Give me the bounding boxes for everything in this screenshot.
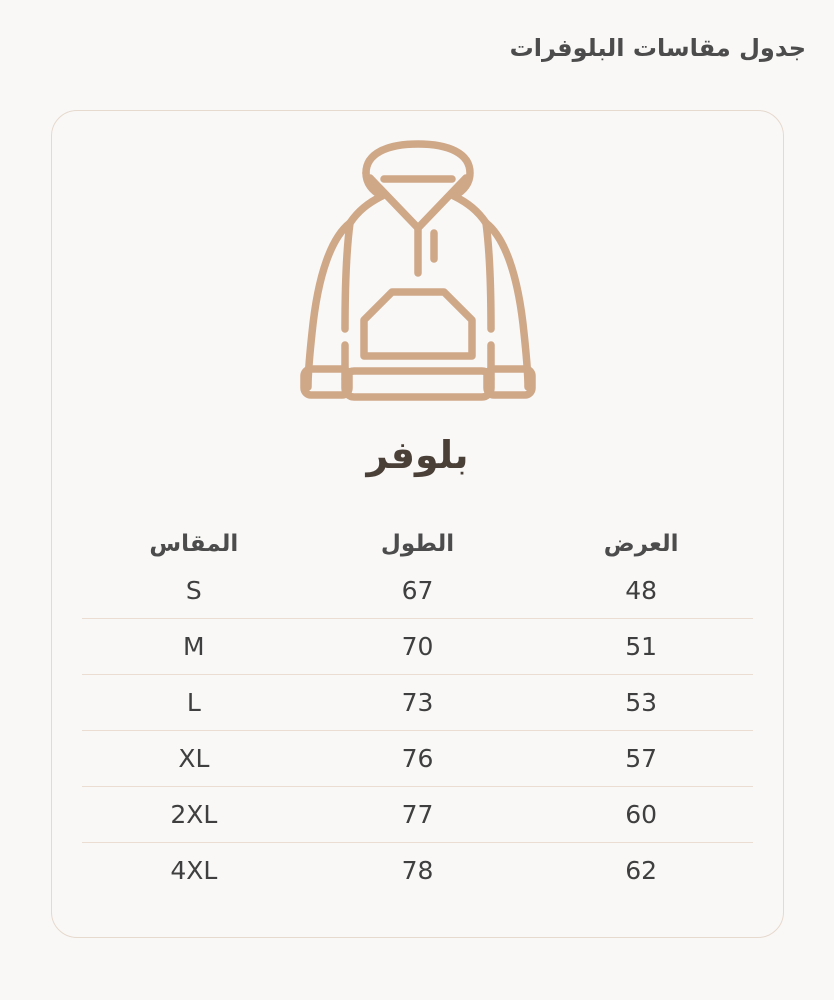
cell-size: 4XL xyxy=(82,841,306,898)
column-header-width: العرض xyxy=(603,531,679,557)
cell-width: 60 xyxy=(529,785,753,843)
product-name: بلوفر xyxy=(366,433,469,477)
table-row: 60 77 2XL xyxy=(82,785,753,843)
cell-width: 53 xyxy=(529,673,753,731)
cell-width: 62 xyxy=(529,841,753,898)
column-header-size: المقاس xyxy=(149,531,239,557)
cell-length: 78 xyxy=(305,841,530,898)
cell-length: 76 xyxy=(305,729,530,787)
size-table: العرض الطول المقاس 48 67 S 51 70 M xyxy=(82,531,753,898)
cell-size: XL xyxy=(82,729,306,787)
cell-width: 57 xyxy=(529,729,753,787)
cell-size: S xyxy=(185,575,202,605)
cell-length: 73 xyxy=(305,673,530,731)
column-header-length: الطول xyxy=(380,531,455,557)
page-title: جدول مقاسات البلوفرات xyxy=(509,34,807,62)
size-table-body: 48 67 S 51 70 M 53 73 L 57 xyxy=(82,563,753,898)
cell-width: 48 xyxy=(625,575,658,605)
cell-length: 67 xyxy=(401,575,434,605)
cell-length: 70 xyxy=(305,617,530,675)
cell-width: 51 xyxy=(529,617,753,675)
table-row: 62 78 4XL xyxy=(82,841,753,898)
size-table-head: العرض الطول المقاس xyxy=(82,531,753,563)
table-row: 48 67 S xyxy=(82,563,753,619)
hoodie-icon xyxy=(288,133,548,405)
hoodie-illustration xyxy=(52,133,783,405)
table-row: 57 76 XL xyxy=(82,729,753,787)
cell-size: 2XL xyxy=(82,785,306,843)
table-row: 53 73 L xyxy=(82,673,753,731)
size-chart-card: بلوفر العرض الطول المقاس 48 67 S xyxy=(51,110,784,938)
table-row: 51 70 M xyxy=(82,617,753,675)
cell-length: 77 xyxy=(305,785,530,843)
cell-size: L xyxy=(82,673,306,731)
size-table-wrapper: العرض الطول المقاس 48 67 S 51 70 M xyxy=(82,531,753,898)
table-header-row: العرض الطول المقاس xyxy=(82,531,753,563)
cell-size: M xyxy=(82,617,306,675)
